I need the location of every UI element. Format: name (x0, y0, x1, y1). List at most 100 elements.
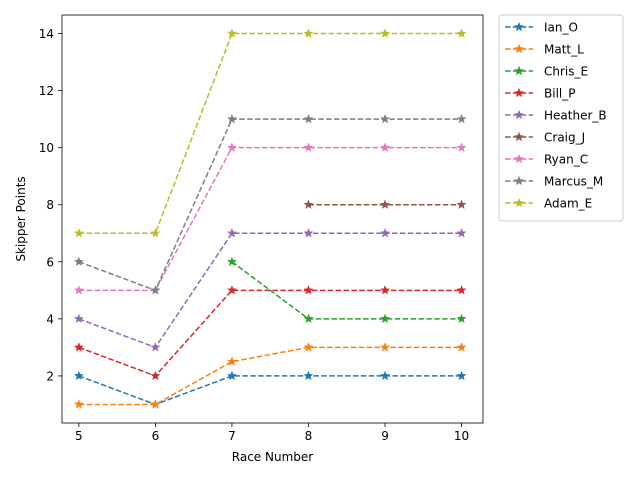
y-axis-ticks: 2 4 6 8 10 12 14 (39, 27, 62, 383)
data-point-ryan-c (303, 142, 314, 152)
legend-item-bill-p: Bill_P (505, 87, 575, 101)
data-point-craig-j (303, 199, 314, 210)
series-line-ian-o (78, 375, 462, 406)
data-point-marcus-m (303, 113, 314, 124)
legend-item-heather-b: Heather_B (505, 109, 607, 123)
data-point-bill-p (456, 284, 467, 295)
legend-star-marker (513, 197, 525, 208)
data-point-bill-p (150, 370, 161, 381)
legend-label: Bill_P (544, 87, 575, 101)
data-point-marcus-m (73, 256, 84, 267)
legend-star-marker (513, 87, 525, 98)
legend-star-marker (513, 43, 525, 54)
series-line-heather-b (78, 232, 462, 349)
series-line-chris-e (231, 261, 462, 320)
data-point-adam-e (379, 28, 391, 38)
y-tick-label: 8 (46, 198, 54, 212)
legend-item-ryan-c: Ryan_C (505, 153, 588, 167)
legend-label: Ian_O (544, 21, 578, 35)
legend-label: Craig_J (544, 131, 585, 145)
data-point-matt-l (73, 399, 84, 409)
series-line-matt-l (78, 346, 462, 406)
data-point-ian-o (456, 370, 467, 381)
data-point-heather-b (379, 227, 391, 238)
data-point-chris-e (456, 313, 467, 324)
legend-item-marcus-m: Marcus_M (505, 175, 603, 189)
data-point-heather-b (303, 227, 314, 238)
x-axis-ticks: 5 6 7 8 9 10 (75, 423, 469, 443)
data-point-ryan-c (73, 285, 84, 295)
y-tick-label: 2 (46, 369, 54, 383)
x-tick-label: 8 (305, 429, 313, 443)
y-tick-label: 6 (46, 255, 54, 269)
data-point-matt-l (150, 399, 161, 409)
legend-label: Matt_L (544, 43, 584, 57)
y-tick-label: 12 (39, 84, 54, 98)
plot-lines (78, 32, 462, 406)
data-point-bill-p (303, 284, 314, 295)
series-line-adam-e (78, 32, 462, 235)
data-point-adam-e (150, 227, 161, 238)
legend-item-chris-e: Chris_E (505, 65, 588, 79)
x-tick-label: 5 (75, 429, 83, 443)
legend-label: Chris_E (544, 65, 588, 79)
data-point-craig-j (456, 199, 467, 210)
data-point-marcus-m (379, 113, 391, 124)
data-point-bill-p (226, 285, 238, 295)
data-point-ian-o (73, 370, 84, 381)
x-tick-label: 10 (454, 429, 469, 443)
data-point-craig-j (379, 199, 391, 210)
data-point-chris-e (226, 256, 238, 267)
legend-label: Heather_B (544, 109, 607, 123)
legend-star-marker (513, 65, 525, 76)
x-tick-label: 7 (228, 429, 236, 443)
data-point-adam-e (226, 28, 238, 38)
plot-markers (73, 28, 467, 409)
data-point-chris-e (379, 313, 391, 324)
y-tick-label: 10 (39, 141, 54, 155)
data-point-heather-b (73, 313, 84, 324)
legend-star-marker (513, 21, 525, 32)
y-tick-label: 14 (39, 27, 54, 41)
legend-star-marker (513, 131, 525, 142)
series-line-ryan-c (78, 146, 462, 292)
legend-item-ian-o: Ian_O (505, 21, 578, 35)
data-point-ian-o (226, 370, 238, 381)
legend-star-marker (513, 109, 525, 120)
data-point-matt-l (303, 342, 314, 352)
data-point-matt-l (456, 342, 467, 352)
series-line-bill-p (78, 289, 462, 377)
data-point-ryan-c (226, 142, 238, 152)
x-tick-label: 9 (381, 429, 389, 443)
data-point-matt-l (379, 342, 391, 352)
legend-item-matt-l: Matt_L (505, 43, 584, 57)
data-point-adam-e (73, 227, 84, 238)
data-point-marcus-m (456, 113, 467, 124)
data-point-matt-l (226, 356, 238, 366)
y-axis-label: Skipper Points (14, 176, 28, 261)
data-point-adam-e (303, 28, 314, 38)
legend-item-adam-e: Adam_E (505, 197, 592, 211)
legend: Ian_O Matt_L Chris_E Bill_P Heather_B Craig_J… (498, 14, 624, 222)
plot-frame (61, 14, 484, 424)
x-axis-label: Race Number (232, 450, 313, 464)
data-point-marcus-m (150, 284, 161, 295)
data-point-bill-p (73, 342, 84, 352)
legend-label: Ryan_C (544, 153, 588, 167)
x-tick-label: 6 (152, 429, 160, 443)
data-point-marcus-m (226, 113, 238, 124)
data-point-ian-o (379, 370, 391, 381)
data-point-ian-o (303, 370, 314, 381)
data-point-adam-e (456, 28, 467, 38)
data-point-heather-b (226, 227, 238, 238)
y-tick-label: 4 (46, 312, 54, 326)
legend-item-craig-j: Craig_J (505, 131, 585, 145)
legend-star-marker (513, 175, 525, 186)
data-point-ryan-c (456, 142, 467, 152)
data-point-heather-b (150, 342, 161, 352)
legend-label: Adam_E (544, 197, 592, 211)
data-point-chris-e (303, 313, 314, 324)
data-point-ryan-c (379, 142, 391, 152)
data-point-bill-p (379, 284, 391, 295)
